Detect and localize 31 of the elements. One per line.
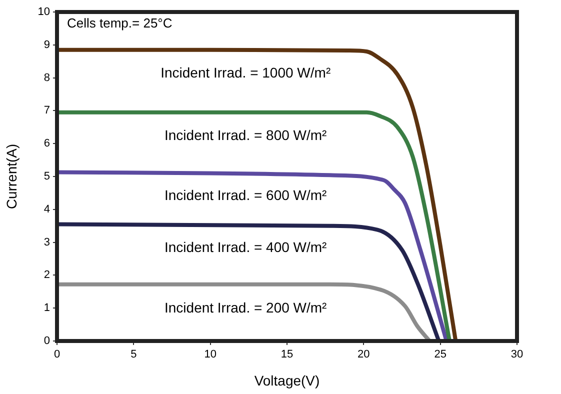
y-tick-label: 3 — [44, 236, 50, 248]
y-tick-label: 2 — [44, 269, 50, 282]
y-tick-label: 5 — [44, 170, 50, 183]
line-series — [57, 110, 452, 341]
line-series — [57, 170, 448, 341]
x-tick-label: 20 — [358, 348, 370, 361]
y-tick-label: 10 — [38, 6, 50, 18]
annotation: Cells temp.= 25°C — [67, 16, 172, 31]
x-tick-label: 15 — [280, 348, 294, 361]
x-tick-label: 25 — [434, 348, 446, 361]
x-tick-label: 0 — [54, 348, 60, 361]
series-label: Incident Irrad. = 400 W/m² — [164, 239, 328, 256]
y-axis-title: Current(A) — [3, 144, 20, 210]
y-tick-label: 6 — [44, 138, 50, 150]
series-label: Incident Irrad. = 600 W/m² — [164, 187, 328, 204]
series-label: Incident Irrad. = 1000 W/m² — [160, 64, 331, 81]
line-series — [57, 282, 432, 341]
y-tick-label: 9 — [44, 38, 50, 51]
x-tick-label: 10 — [204, 348, 216, 361]
line-series — [57, 222, 441, 341]
x-tick-label: 30 — [510, 348, 524, 361]
x-tick-label: 5 — [130, 348, 137, 361]
y-tick-label: 0 — [44, 335, 50, 348]
y-tick-label: 1 — [44, 302, 50, 314]
series-label: Incident Irrad. = 800 W/m² — [164, 127, 328, 144]
y-tick-label: 4 — [44, 203, 50, 216]
x-axis-title: Voltage(V) — [254, 372, 320, 388]
y-tick-label: 8 — [44, 72, 50, 84]
line-series — [57, 48, 458, 341]
series-label: Incident Irrad. = 200 W/m² — [164, 299, 328, 316]
y-tick-label: 7 — [44, 104, 50, 117]
